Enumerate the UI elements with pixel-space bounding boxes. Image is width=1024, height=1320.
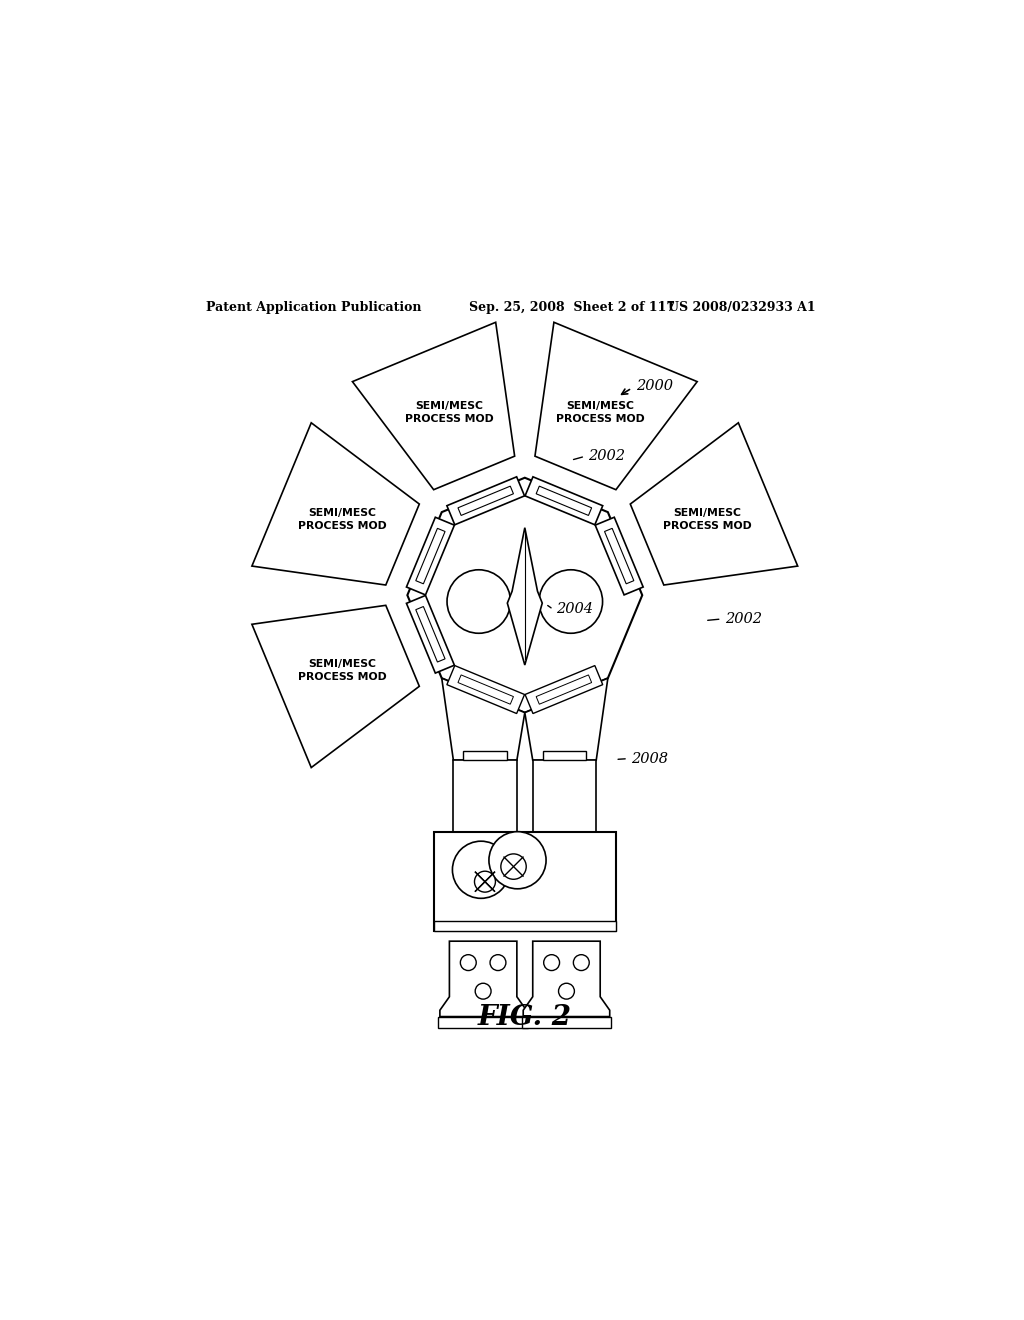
Circle shape: [453, 841, 510, 899]
Bar: [438, 1016, 528, 1028]
Polygon shape: [416, 606, 445, 663]
Text: 2002: 2002: [725, 612, 762, 626]
Circle shape: [488, 832, 546, 888]
Polygon shape: [252, 422, 419, 585]
Bar: [463, 751, 507, 760]
Polygon shape: [535, 322, 697, 490]
Text: 2008: 2008: [631, 751, 668, 766]
Polygon shape: [595, 517, 643, 595]
Circle shape: [461, 954, 476, 970]
Text: US 2008/0232933 A1: US 2008/0232933 A1: [668, 301, 815, 314]
Bar: [433, 920, 616, 931]
Text: 2002: 2002: [588, 449, 626, 462]
Polygon shape: [458, 675, 513, 704]
Polygon shape: [537, 675, 592, 704]
Bar: [521, 1016, 611, 1028]
Text: SEMI/MESC
PROCESS MOD: SEMI/MESC PROCESS MOD: [298, 508, 386, 531]
Circle shape: [447, 570, 511, 634]
Polygon shape: [492, 854, 509, 878]
Circle shape: [501, 854, 526, 879]
Polygon shape: [441, 678, 524, 760]
Bar: [433, 832, 616, 931]
Circle shape: [539, 570, 602, 634]
Polygon shape: [525, 665, 603, 714]
Polygon shape: [416, 528, 445, 583]
Bar: [543, 751, 587, 760]
Circle shape: [474, 871, 496, 892]
Text: 2000: 2000: [636, 379, 673, 392]
Polygon shape: [446, 477, 524, 525]
Bar: [454, 760, 517, 832]
Bar: [532, 760, 596, 832]
Text: SEMI/MESC
PROCESS MOD: SEMI/MESC PROCESS MOD: [664, 508, 752, 531]
Polygon shape: [604, 528, 634, 583]
Circle shape: [573, 954, 589, 970]
Polygon shape: [408, 478, 642, 713]
Polygon shape: [446, 665, 524, 714]
Text: SEMI/MESC
PROCESS MOD: SEMI/MESC PROCESS MOD: [556, 401, 645, 424]
Circle shape: [475, 983, 492, 999]
Text: Sep. 25, 2008  Sheet 2 of 117: Sep. 25, 2008 Sheet 2 of 117: [469, 301, 676, 314]
Polygon shape: [537, 486, 592, 515]
Polygon shape: [407, 517, 455, 595]
Text: 2004: 2004: [556, 602, 593, 616]
Circle shape: [544, 954, 559, 970]
Circle shape: [490, 954, 506, 970]
Text: FIG. 2: FIG. 2: [478, 1005, 571, 1031]
Text: SEMI/MESC
PROCESS MOD: SEMI/MESC PROCESS MOD: [404, 401, 494, 424]
Polygon shape: [407, 595, 455, 673]
Polygon shape: [524, 678, 608, 760]
Text: Patent Application Publication: Patent Application Publication: [206, 301, 421, 314]
Polygon shape: [458, 486, 513, 515]
Polygon shape: [507, 528, 543, 665]
Polygon shape: [631, 422, 798, 585]
Text: SEMI/MESC
PROCESS MOD: SEMI/MESC PROCESS MOD: [298, 659, 386, 682]
Polygon shape: [440, 941, 526, 1016]
Polygon shape: [252, 606, 419, 767]
Circle shape: [558, 983, 574, 999]
Polygon shape: [352, 322, 515, 490]
Polygon shape: [523, 941, 609, 1016]
Polygon shape: [525, 477, 603, 525]
